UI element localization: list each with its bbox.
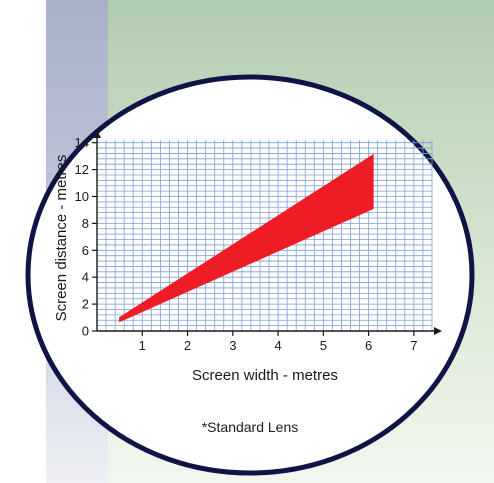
y-tick-label: 6: [82, 243, 89, 258]
y-axis-title: Screen distance - metres: [53, 155, 70, 322]
grid: [96, 140, 433, 332]
x-tick-label: 7: [410, 338, 417, 353]
x-tick-label: 6: [365, 338, 372, 353]
axes: [92, 130, 442, 336]
x-tick-label: 1: [139, 338, 146, 353]
y-tick-label: 0: [82, 324, 89, 339]
y-axis-arrow: [93, 130, 101, 138]
x-tick-label: 3: [229, 338, 236, 353]
y-tick-label: 4: [82, 270, 89, 285]
x-tick-label: 5: [320, 338, 327, 353]
y-tick-label: 2: [82, 297, 89, 312]
x-tick-label: 4: [274, 338, 281, 353]
band-layer: [119, 153, 374, 323]
y-tick-label: 12: [75, 162, 89, 177]
distance-range-band: [119, 153, 374, 323]
y-tick-label: 10: [75, 189, 89, 204]
standard-lens-note: *Standard Lens: [202, 419, 299, 435]
x-axis-arrow: [434, 327, 442, 335]
x-tick-label: 2: [184, 338, 191, 353]
y-tick-label: 14: [75, 135, 89, 150]
y-tick-label: 8: [82, 216, 89, 231]
x-axis-title: Screen width - metres: [192, 367, 338, 384]
